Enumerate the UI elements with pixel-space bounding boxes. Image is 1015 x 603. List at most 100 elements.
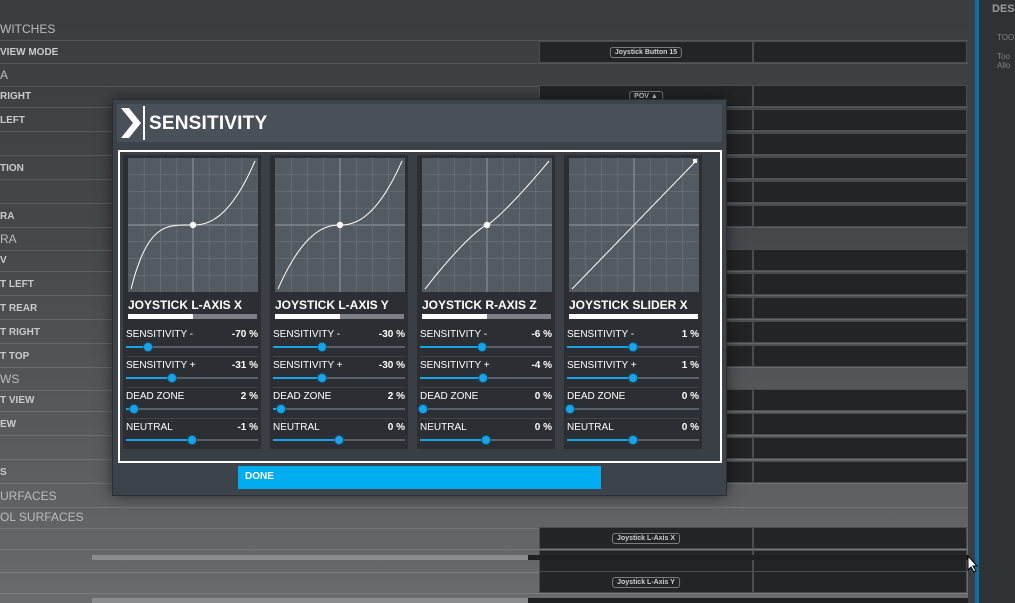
slider-handle[interactable] <box>628 342 638 352</box>
secondary-binding-slot[interactable] <box>753 205 967 227</box>
axis-column: JOYSTICK L-AXIS X SENSITIVITY - -70 % SENSI… <box>123 155 261 449</box>
axis-input-bar <box>422 314 551 319</box>
horizontal-scrollbar[interactable] <box>92 598 968 603</box>
row-divider <box>126 418 258 419</box>
binding-row-label: EW <box>0 419 17 430</box>
vertical-scrollbar[interactable] <box>968 0 975 603</box>
slider-handle[interactable] <box>628 373 638 383</box>
done-button[interactable]: DONE <box>238 466 601 489</box>
panel-text: Too Allo <box>997 52 1010 70</box>
param-slider-row: SENSITIVITY - -6 % <box>420 327 552 357</box>
slider-track[interactable] <box>126 408 258 410</box>
secondary-binding-slot[interactable] <box>753 157 967 179</box>
binding-row-label: WS <box>0 372 20 386</box>
row-divider <box>567 387 699 388</box>
param-value: -70 % <box>231 329 258 340</box>
slider-track[interactable] <box>567 408 699 410</box>
slider-fill <box>420 346 483 348</box>
slider-track[interactable] <box>273 377 405 379</box>
slider-handle[interactable] <box>478 373 489 383</box>
axes-panel: JOYSTICK L-AXIS X SENSITIVITY - -70 % SENSI… <box>118 150 722 463</box>
binding-row[interactable]: Joystick L-Axis X <box>0 527 968 550</box>
slider-fill <box>273 439 339 441</box>
slider-fill <box>420 377 484 379</box>
slider-handle[interactable] <box>187 435 197 445</box>
row-divider <box>126 387 258 388</box>
param-label: SENSITIVITY - <box>567 329 635 340</box>
axis-input-fill <box>569 314 698 319</box>
slider-handle[interactable] <box>316 342 327 352</box>
axis-input-fill <box>275 314 340 319</box>
scrollbar-thumb[interactable] <box>92 598 528 603</box>
binding-row[interactable]: Joystick L-Axis Y <box>0 571 968 594</box>
slider-handle[interactable] <box>128 404 139 414</box>
slider-handle[interactable] <box>275 404 286 414</box>
slider-track[interactable] <box>273 408 405 410</box>
binding-row-label: T REAR <box>0 303 38 314</box>
secondary-binding-slot[interactable] <box>753 41 967 63</box>
secondary-binding-slot[interactable] <box>753 273 967 295</box>
secondary-binding-slot[interactable] <box>753 571 967 593</box>
param-slider-row: DEAD ZONE 0 % <box>564 389 699 419</box>
response-curve-graph <box>128 158 258 292</box>
section-header: URFACES <box>0 485 968 508</box>
sensitivity-dialog: SENSITIVITY JOYSTICK L-AXIS X SENSITIVITY… <box>112 99 727 496</box>
secondary-binding-slot[interactable] <box>753 437 967 459</box>
secondary-binding-slot[interactable] <box>753 550 967 572</box>
primary-binding-slot[interactable]: Joystick Button 15 <box>539 41 753 63</box>
horizontal-scrollbar[interactable] <box>92 555 968 560</box>
slider-track[interactable] <box>273 346 405 348</box>
secondary-binding-slot[interactable] <box>753 133 967 155</box>
binding-row[interactable] <box>0 550 968 573</box>
secondary-binding-slot[interactable] <box>753 181 967 203</box>
secondary-binding-slot[interactable] <box>753 109 967 131</box>
binding-row-label: WITCHES <box>0 22 56 36</box>
slider-track[interactable] <box>126 377 258 379</box>
panel-accent-bar <box>975 0 979 603</box>
slider-handle[interactable] <box>481 435 491 445</box>
secondary-binding-slot[interactable] <box>753 321 967 343</box>
secondary-binding-slot[interactable] <box>753 85 967 107</box>
slider-handle[interactable] <box>417 404 428 414</box>
primary-binding-slot[interactable]: Joystick L-Axis Y <box>539 571 753 593</box>
axis-input-fill <box>128 314 193 319</box>
param-slider-row: SENSITIVITY + -4 % <box>420 358 552 388</box>
slider-handle[interactable] <box>316 373 327 383</box>
param-value: 2 % <box>240 391 258 402</box>
secondary-binding-slot[interactable] <box>753 345 967 367</box>
primary-binding-slot[interactable]: Joystick L-Axis X <box>539 527 753 549</box>
secondary-binding-slot[interactable] <box>753 249 967 271</box>
binding-row-label: T VIEW <box>0 395 35 406</box>
slider-handle[interactable] <box>143 342 154 352</box>
param-value: -6 % <box>531 329 552 340</box>
axis-title: JOYSTICK SLIDER X <box>569 298 688 312</box>
slider-handle[interactable] <box>477 342 488 352</box>
secondary-binding-slot[interactable] <box>753 297 967 319</box>
param-label: SENSITIVITY + <box>567 360 637 371</box>
slider-handle[interactable] <box>564 404 575 414</box>
binding-row-label: T TOP <box>0 351 30 362</box>
binding-row-label: V <box>0 255 7 266</box>
scrollbar-thumb[interactable] <box>92 555 528 560</box>
param-value: -1 % <box>237 422 258 433</box>
primary-binding-slot[interactable] <box>539 550 753 572</box>
slider-handle[interactable] <box>628 435 638 445</box>
dialog-header: SENSITIVITY <box>117 104 722 142</box>
slider-handle[interactable] <box>167 373 178 383</box>
slider-track[interactable] <box>126 346 258 348</box>
slider-handle[interactable] <box>334 435 344 445</box>
param-slider-row: SENSITIVITY - -30 % <box>273 327 405 357</box>
curve-center-point <box>483 221 491 229</box>
row-divider <box>567 418 699 419</box>
header-divider <box>143 106 145 140</box>
axis-input-bar <box>569 314 698 319</box>
secondary-binding-slot[interactable] <box>753 413 967 435</box>
secondary-binding-slot[interactable] <box>753 461 967 483</box>
curve-center-point <box>693 159 697 163</box>
description-panel: DES TOO Too Allo <box>975 0 1015 603</box>
secondary-binding-slot[interactable] <box>753 389 967 411</box>
secondary-binding-slot[interactable] <box>753 527 967 549</box>
row-divider <box>420 387 552 388</box>
binding-row[interactable]: VIEW MODE Joystick Button 15 <box>0 41 968 64</box>
slider-track[interactable] <box>420 408 552 410</box>
